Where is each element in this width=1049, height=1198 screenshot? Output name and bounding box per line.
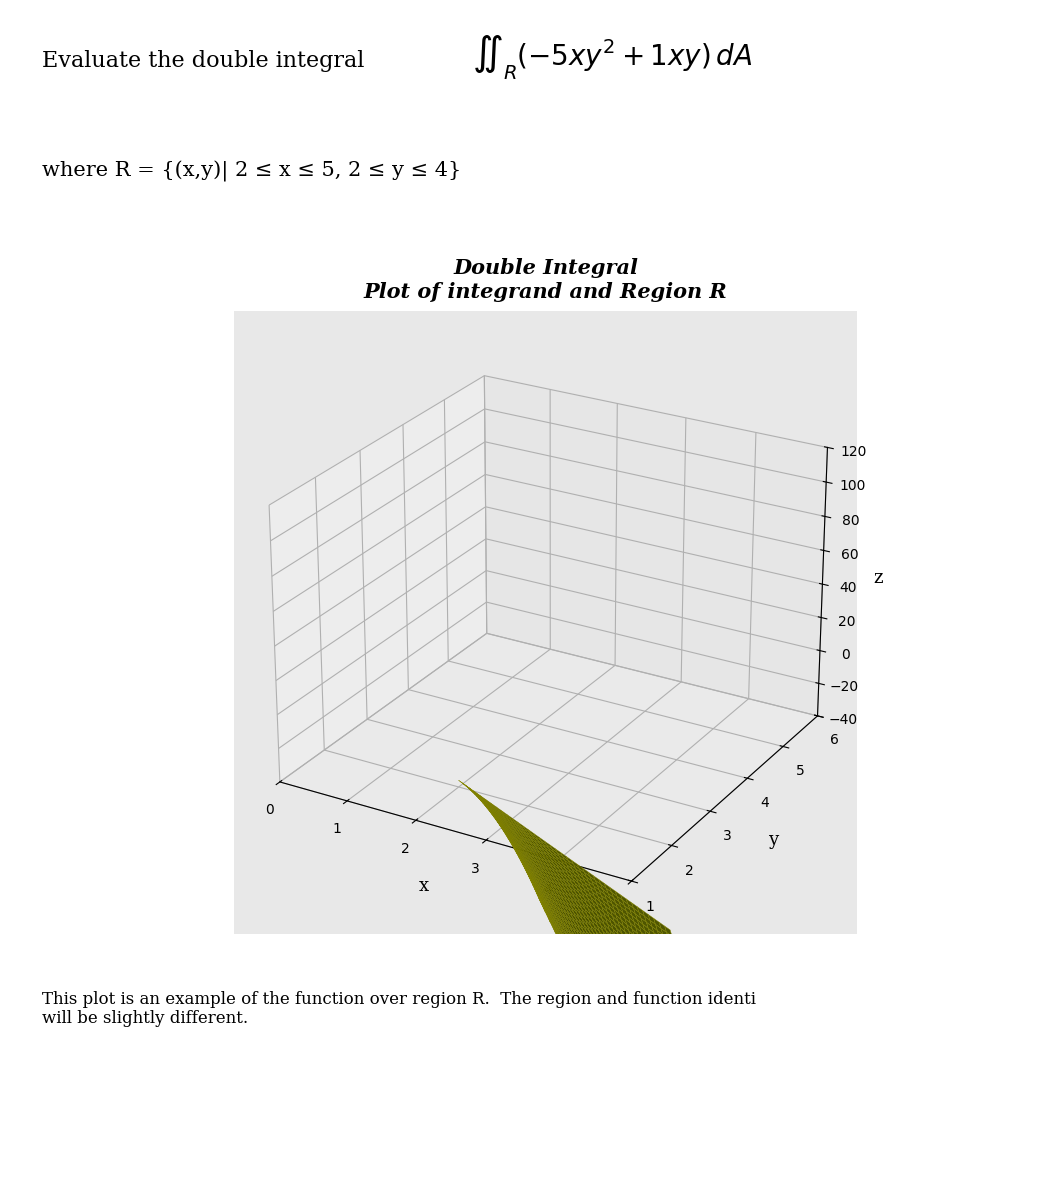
Text: Evaluate the double integral: Evaluate the double integral xyxy=(42,50,364,72)
Text: $\iint_R(-5xy^2 + 1xy)\,dA$: $\iint_R(-5xy^2 + 1xy)\,dA$ xyxy=(472,34,752,81)
Y-axis label: y: y xyxy=(768,830,778,848)
X-axis label: x: x xyxy=(420,877,429,895)
Text: where R = {(x,y)| 2 ≤ x ≤ 5, 2 ≤ y ≤ 4}: where R = {(x,y)| 2 ≤ x ≤ 5, 2 ≤ y ≤ 4} xyxy=(42,161,462,182)
Title: Double Integral
Plot of integrand and Region R: Double Integral Plot of integrand and Re… xyxy=(364,259,727,302)
Text: This plot is an example of the function over region R.  The region and function : This plot is an example of the function … xyxy=(42,991,756,1028)
